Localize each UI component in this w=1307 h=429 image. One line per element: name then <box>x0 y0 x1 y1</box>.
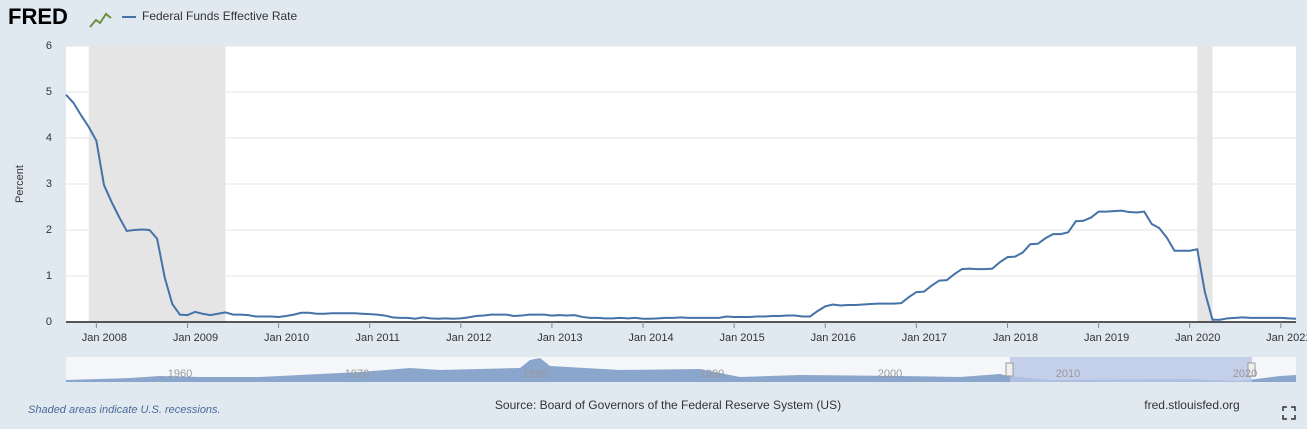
navigator-label: 1960 <box>168 368 192 380</box>
source: Source: Board of Governors of the Federa… <box>495 398 841 412</box>
navigator-label: 1990 <box>700 368 724 380</box>
navigator-label: 2010 <box>1056 368 1080 380</box>
y-tick-label: 0 <box>46 316 52 328</box>
x-tick-label: Jan 2009 <box>173 332 218 344</box>
x-tick-label: Jan 2016 <box>811 332 856 344</box>
x-tick-label: Jan 2013 <box>537 332 582 344</box>
logo: FRED <box>8 4 68 29</box>
x-tick-label: Jan 2010 <box>264 332 309 344</box>
x-tick-label: Jan 2012 <box>446 332 491 344</box>
site: fred.stlouisfed.org <box>1144 398 1239 412</box>
navigator-label: 2000 <box>878 368 902 380</box>
logo-icon <box>89 12 112 28</box>
y-tick-label: 5 <box>46 86 52 98</box>
x-tick-label: Jan 2021 <box>1266 332 1307 344</box>
legend-label: Federal Funds Effective Rate <box>142 9 298 23</box>
x-tick-label: Jan 2020 <box>1175 332 1220 344</box>
navigator-label: 1980 <box>523 368 547 380</box>
navigator-selection <box>1010 357 1252 382</box>
x-tick-label: Jan 2017 <box>902 332 947 344</box>
navigator-handle[interactable] <box>1005 362 1014 377</box>
y-tick-label: 3 <box>46 178 52 190</box>
fullscreen-button[interactable] <box>1282 406 1296 420</box>
navigator-label: 2020 <box>1233 368 1257 380</box>
series-line <box>65 94 1297 321</box>
x-tick-label: Jan 2018 <box>993 332 1038 344</box>
x-tick-label: Jan 2011 <box>355 332 399 344</box>
x-tick-label: Jan 2015 <box>720 332 765 344</box>
y-tick-label: 4 <box>46 132 52 144</box>
navigator-label: 1970 <box>345 368 369 380</box>
y-tick-label: 1 <box>46 270 52 282</box>
recession-note: Shaded areas indicate U.S. recessions. <box>28 404 221 416</box>
y-axis-label: Percent <box>14 165 26 203</box>
navigator-handle[interactable] <box>1247 362 1256 377</box>
x-tick-label: Jan 2008 <box>82 332 127 344</box>
y-tick-label: 2 <box>46 224 52 236</box>
navigator-area <box>66 358 1296 382</box>
x-tick-label: Jan 2019 <box>1084 332 1129 344</box>
x-tick-label: Jan 2014 <box>628 332 673 344</box>
y-tick-label: 6 <box>46 40 52 52</box>
